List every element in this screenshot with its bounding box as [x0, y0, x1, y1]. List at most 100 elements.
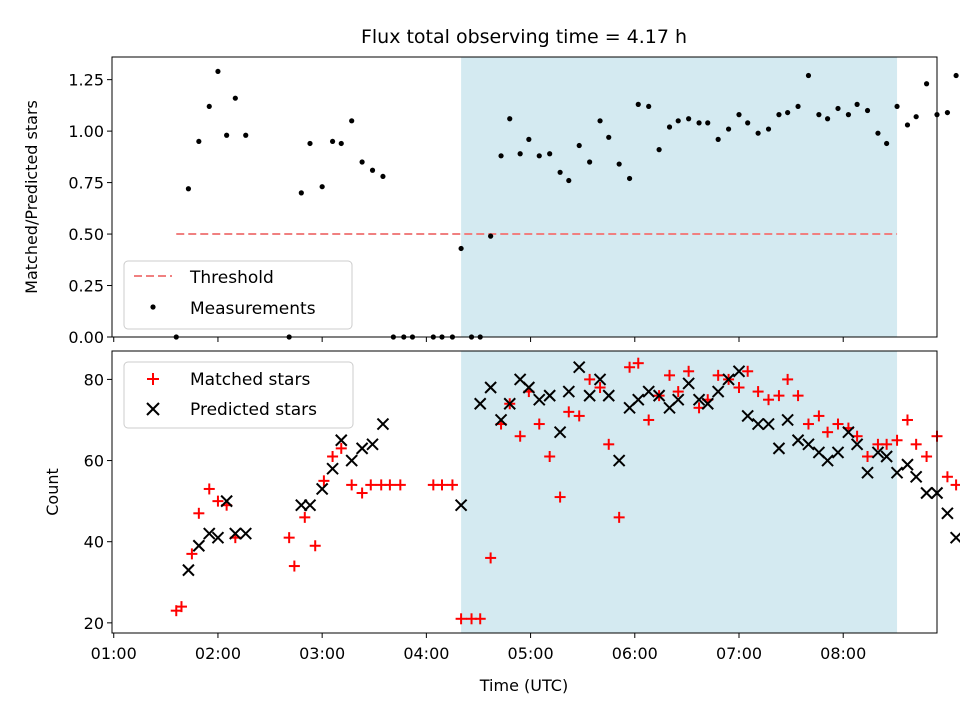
measurement-point [338, 140, 344, 147]
matched-star-point [436, 479, 448, 491]
measurement-point [243, 132, 249, 138]
matched-star-point [941, 471, 953, 483]
predicted-star-point [562, 385, 575, 398]
matched-star-point [813, 410, 825, 422]
y-tick-label: 60 [84, 452, 104, 471]
measurement-point [656, 147, 662, 153]
predicted-star-point [376, 417, 390, 431]
predicted-star-point [642, 385, 655, 398]
matched-star-point [474, 613, 486, 625]
measurement-point [785, 109, 791, 116]
predicted-star-point [732, 365, 746, 378]
measurement-point [745, 120, 751, 126]
y-tick-label: 1.25 [68, 71, 104, 90]
matched-star-point [203, 483, 215, 495]
measurement-point [547, 151, 553, 157]
measurement-point [526, 136, 532, 142]
measurement-point [576, 142, 582, 149]
matched-star-point [594, 382, 606, 394]
measurement-point [795, 103, 801, 110]
predicted-star-point [821, 454, 834, 467]
measurements-legend-label: Measurements [190, 299, 316, 319]
measurement-point [884, 140, 890, 147]
measurement-point [536, 153, 542, 159]
matched-star-point [832, 418, 844, 430]
matched-star-point [193, 507, 205, 519]
predicted-star-point [632, 393, 645, 406]
predicted-star-point [345, 454, 358, 467]
predicted-star-point [682, 377, 695, 390]
y-tick-label: 0.00 [68, 328, 104, 347]
measurement-point [307, 140, 313, 147]
measurement-point [224, 132, 230, 138]
predicted-star-point [842, 425, 855, 439]
measurement-point [507, 116, 513, 122]
measurement-point [705, 120, 711, 126]
matched-star-point [346, 479, 358, 491]
matched-star-point [733, 382, 745, 394]
matched-star-point [773, 390, 785, 402]
matched-star-point [455, 613, 467, 625]
matched-star-point [881, 438, 893, 450]
x-tick-label: 01:00 [91, 644, 137, 663]
predicted-star-point [831, 446, 845, 459]
ratio-panel-frame [111, 56, 938, 338]
matched-star-point [563, 406, 575, 418]
measurement-point [298, 190, 304, 196]
measurement-point [587, 159, 593, 165]
measurements-legend-marker [150, 304, 156, 310]
predicted-star-point [474, 397, 487, 410]
x-tick-label: 02:00 [195, 644, 241, 663]
predicted-star-point [890, 466, 904, 479]
x-tick-label: 07:00 [716, 644, 762, 663]
matched-star-point [309, 540, 321, 552]
predicted-star-point [454, 498, 468, 512]
predicted-star-point [543, 389, 556, 402]
matched-star-point [335, 442, 347, 454]
measurement-point [913, 114, 919, 120]
predicted-star-point [612, 454, 626, 467]
y-tick-label: 0.25 [68, 277, 104, 296]
predicted-star-point [672, 393, 685, 406]
predicted-star-point [326, 462, 339, 475]
measurement-point [646, 103, 652, 110]
matched-star-point [175, 601, 187, 613]
matched-star-point [514, 430, 526, 442]
x-axis-label: Time (UTC) [479, 676, 568, 695]
measurement-point [875, 130, 881, 136]
measurement-point [232, 95, 238, 101]
matched-star-point [554, 491, 566, 503]
measurement-point [805, 72, 812, 79]
predicted-star-point [192, 539, 206, 552]
matched-star-point [533, 418, 545, 430]
x-tick-label: 05:00 [508, 644, 554, 663]
measurement-point [666, 124, 673, 130]
count-y-axis-label: Count [43, 468, 62, 516]
matched-star-point [394, 479, 406, 491]
predicted-star-point [802, 438, 815, 451]
measurement-point [458, 245, 464, 252]
matched-star-point [186, 548, 198, 560]
matched-star-point [862, 450, 874, 462]
measurement-point [488, 233, 494, 239]
predicted-star-point [573, 361, 586, 374]
matched-star-point [573, 410, 585, 422]
measurement-point [359, 159, 365, 165]
matched-star-point [891, 434, 903, 446]
matched-star-point [283, 532, 295, 544]
y-tick-label: 20 [84, 614, 104, 633]
predicted-star-point [909, 470, 923, 483]
matched-star-point [763, 394, 775, 406]
matched-legend-marker [147, 373, 159, 385]
predicted-star-point [553, 425, 567, 439]
measurement-point [597, 118, 603, 124]
measurement-point [349, 118, 355, 124]
measurement-point [715, 136, 721, 142]
y-tick-label: 0.50 [68, 225, 104, 244]
predicted-star-point [781, 413, 794, 427]
measurement-point [185, 186, 192, 192]
measurement-point [725, 126, 732, 132]
matched-star-point [603, 438, 615, 450]
predicted-star-point [652, 389, 666, 402]
predicted-star-point [203, 527, 216, 540]
